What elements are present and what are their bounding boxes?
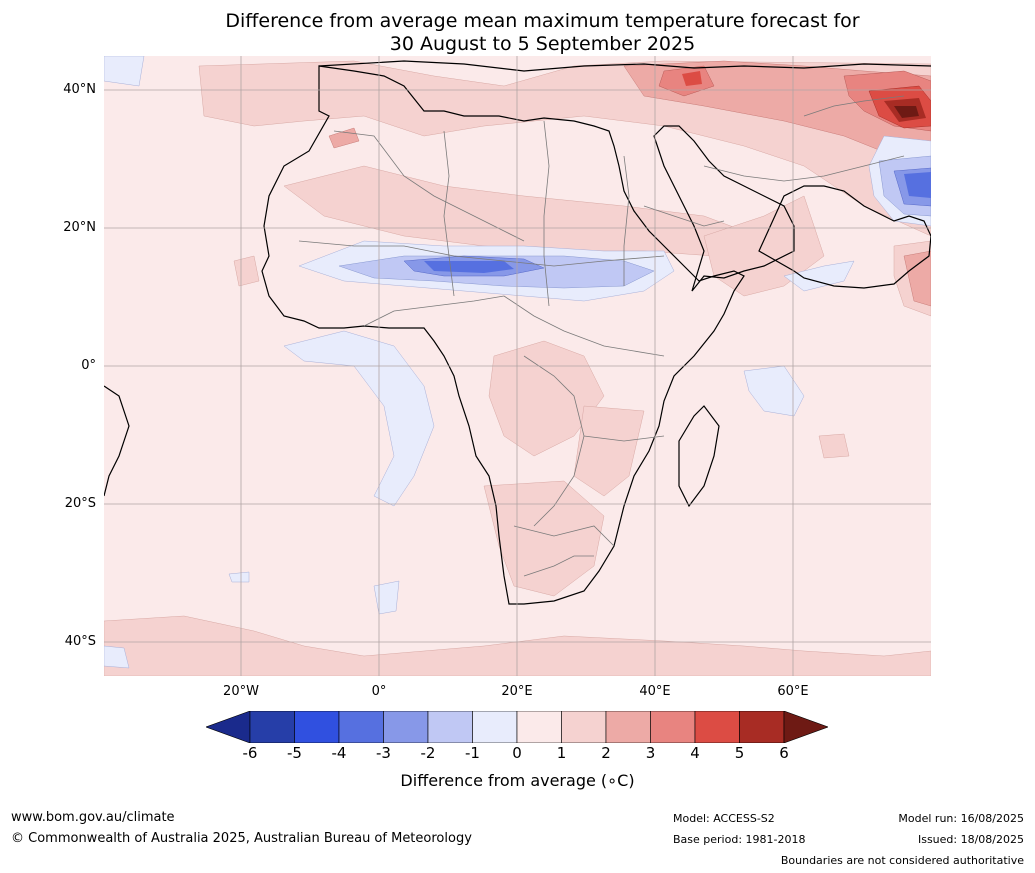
forecast-map [104, 56, 931, 676]
colorbar-bin [427, 710, 473, 744]
colorbar-bin [338, 710, 384, 744]
footer-model-run: Model run: 16/08/2025 [898, 812, 1024, 825]
coastlines [104, 60, 931, 605]
footer-model: Model: ACCESS-S2 [673, 812, 775, 825]
anomaly-band-neg-3-4 [424, 172, 931, 273]
lon-label-60e: 60°E [777, 684, 809, 699]
colorbar-tick-label: -4 [331, 744, 347, 762]
lon-label-20e: 20°E [501, 684, 533, 699]
colorbar-tick-label: 1 [556, 744, 567, 762]
colorbar-tick-label: 0 [512, 744, 522, 762]
colorbar [205, 710, 829, 744]
colorbar-tick-label: -2 [420, 744, 436, 762]
map-svg [104, 56, 931, 676]
colorbar-tick-label: -5 [287, 744, 302, 762]
colorbar-title: Difference from average (∘C) [400, 771, 635, 790]
colorbar-bin [605, 710, 651, 744]
lat-label-20n: 20°N [63, 220, 96, 235]
title-line-1: Difference from average mean maximum tem… [225, 10, 860, 32]
colorbar-bin [249, 710, 295, 744]
footer-disclaimer: Boundaries are not considered authoritat… [780, 854, 1024, 867]
colorbar-tick-label: 5 [734, 744, 745, 762]
colorbar-bin [650, 710, 696, 744]
country-borders [298, 95, 905, 577]
anomaly-band-1-2 [104, 60, 931, 676]
colorbar-bin [516, 710, 562, 744]
lon-label-0: 0° [371, 684, 387, 699]
colorbar-bin [739, 710, 785, 744]
lon-label-40e: 40°E [639, 684, 671, 699]
colorbar-bin [694, 710, 740, 744]
colorbar-bin [294, 710, 340, 744]
colorbar-tick-label: 6 [779, 744, 789, 762]
colorbar-bin [383, 710, 429, 744]
anomaly-hotspot [682, 71, 931, 129]
footer-website[interactable]: www.bom.gov.au/climate [11, 810, 175, 825]
colorbar-tick-label: -6 [242, 744, 258, 762]
lon-label-20w: 20°W [223, 684, 259, 699]
footer-copyright: © Commonwealth of Australia 2025, Austra… [11, 831, 472, 846]
colorbar-svg [205, 710, 829, 744]
title-line-2: 30 August to 5 September 2025 [389, 33, 696, 55]
map-title: Difference from average mean maximum tem… [0, 10, 1035, 56]
colorbar-tick-label: -3 [376, 744, 391, 762]
colorbar-bin [472, 710, 518, 744]
footer-base-period: Base period: 1981-2018 [673, 833, 806, 846]
colorbar-tick-label: 4 [690, 744, 700, 762]
lat-label-40n: 40°N [63, 82, 96, 97]
lat-label-20s: 20°S [64, 496, 96, 511]
footer-issued: Issued: 18/08/2025 [917, 833, 1024, 846]
colorbar-tick-label: 2 [601, 744, 611, 762]
lat-label-40s: 40°S [64, 634, 96, 649]
colorbar-bin [561, 710, 607, 744]
lat-label-eq: 0° [81, 358, 96, 373]
colorbar-extend-low [205, 710, 251, 744]
colorbar-tick-label: -1 [465, 744, 480, 762]
colorbar-extend-high [783, 710, 829, 744]
colorbar-tick-label: 3 [645, 744, 656, 762]
gridlines [104, 56, 931, 676]
